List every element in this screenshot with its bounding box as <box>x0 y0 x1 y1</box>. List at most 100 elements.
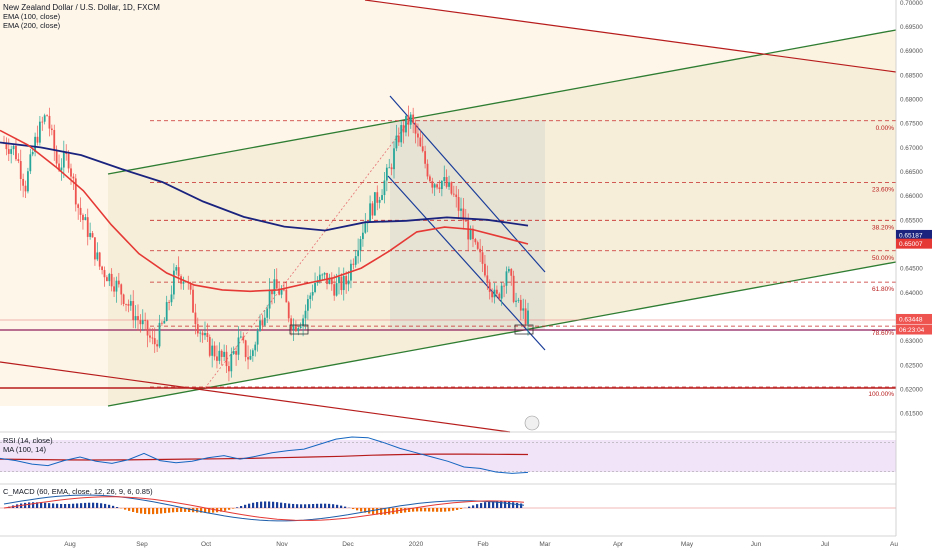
fib-level-label: 38.20% <box>872 224 894 231</box>
candle-body <box>295 325 297 331</box>
macd-histogram-bar <box>152 508 154 514</box>
candle-body <box>149 335 151 337</box>
fib-level-label: 78.60% <box>872 330 894 337</box>
candle-body <box>223 352 225 357</box>
candle-body <box>324 273 326 275</box>
macd-histogram-bar <box>432 508 434 512</box>
macd-histogram-bar <box>352 508 354 509</box>
time-tick-label: Au <box>890 541 898 548</box>
candle-body <box>398 136 400 143</box>
time-tick-label: Jun <box>751 541 762 548</box>
candle-body <box>25 186 27 192</box>
macd-histogram-bar <box>260 502 262 508</box>
macd-histogram-bar <box>292 504 294 508</box>
macd-histogram-bar <box>160 508 162 514</box>
candle-body <box>75 178 77 204</box>
candle-body <box>484 264 486 276</box>
ema100-legend[interactable]: EMA (100, close) <box>3 12 160 21</box>
candle-body <box>15 146 17 159</box>
candle-body <box>309 296 311 300</box>
macd-histogram-bar <box>452 508 454 511</box>
macd-histogram-bar <box>212 508 214 513</box>
macd-histogram-bar <box>88 503 90 508</box>
fib-level-label: 61.80% <box>872 286 894 293</box>
candle-body <box>209 337 211 356</box>
candle-body <box>154 338 156 344</box>
macd-histogram-bar <box>284 503 286 508</box>
macd-histogram-bar <box>476 504 478 508</box>
macd-histogram-bar <box>316 504 318 508</box>
macd-histogram-bar <box>256 502 258 508</box>
candle-body <box>300 326 302 328</box>
macd-histogram-bar <box>276 502 278 508</box>
macd-histogram-bar <box>416 508 418 511</box>
time-tick-label: Feb <box>477 541 489 548</box>
candle-body <box>474 239 476 242</box>
macd-histogram-bar <box>312 504 314 508</box>
rsi-ma-title[interactable]: MA (100, 14) <box>3 445 53 454</box>
time-tick-label: Nov <box>276 541 288 548</box>
macd-histogram-bar <box>72 504 74 508</box>
candle-body <box>496 290 498 294</box>
macd-histogram-bar <box>300 504 302 508</box>
candle-body <box>250 356 252 359</box>
candle-body <box>197 324 199 333</box>
candle-body <box>46 115 48 116</box>
macd-histogram-bar <box>320 504 322 508</box>
rsi-title[interactable]: RSI (14, close) <box>3 436 53 445</box>
candle-body <box>92 233 94 237</box>
candle-body <box>381 195 383 200</box>
candle-body <box>159 323 161 347</box>
candle-body <box>41 122 43 123</box>
candle-body <box>451 182 453 193</box>
candle-body <box>84 217 86 220</box>
candle-body <box>135 316 137 320</box>
macd-histogram-bar <box>500 501 502 508</box>
candle-body <box>520 300 522 311</box>
candle-body <box>82 215 84 220</box>
macd-histogram-bar <box>180 508 182 512</box>
candle-body <box>283 290 285 291</box>
candle-body <box>441 181 443 189</box>
candle-body <box>345 276 347 284</box>
candle-body <box>8 149 10 154</box>
macd-histogram-bar <box>388 508 390 515</box>
time-tick-label: May <box>681 541 694 548</box>
ema200-legend[interactable]: EMA (200, close) <box>3 21 160 30</box>
time-tick-label: Sep <box>136 541 148 548</box>
fib-level-label: 50.00% <box>872 255 894 262</box>
price-tick-label: 0.62500 <box>900 362 923 369</box>
candle-body <box>384 181 386 196</box>
candle-body <box>214 346 216 357</box>
candle-body <box>467 221 469 239</box>
candle-body <box>340 277 342 290</box>
candle-body <box>503 286 505 287</box>
candle-body <box>125 304 127 305</box>
candle-body <box>403 125 405 132</box>
macd-title[interactable]: C_MACD (60, EMA, close, 12, 26, 9, 6, 0.… <box>3 487 153 496</box>
candle-body <box>168 302 170 303</box>
macd-histogram-bar <box>472 505 474 508</box>
macd-histogram-bar <box>288 504 290 508</box>
candle-body <box>369 203 371 222</box>
macd-histogram-bar <box>84 503 86 508</box>
price-tick-label: 0.69000 <box>900 48 923 55</box>
candle-body <box>266 309 268 318</box>
candle-body <box>419 137 421 146</box>
candle-body <box>415 123 417 133</box>
candle-body <box>226 352 228 366</box>
candle-body <box>192 290 194 313</box>
candle-body <box>525 308 527 324</box>
candle-body <box>396 136 398 149</box>
candle-body <box>338 277 340 283</box>
time-tick-label: Apr <box>613 541 624 548</box>
candle-body <box>333 284 335 295</box>
candle-body <box>314 283 316 292</box>
macd-histogram-bar <box>460 508 462 509</box>
candle-body <box>228 366 230 371</box>
candle-body <box>175 267 177 270</box>
candle-body <box>51 129 53 130</box>
macd-histogram-bar <box>360 508 362 512</box>
macd-histogram-bar <box>244 505 246 508</box>
